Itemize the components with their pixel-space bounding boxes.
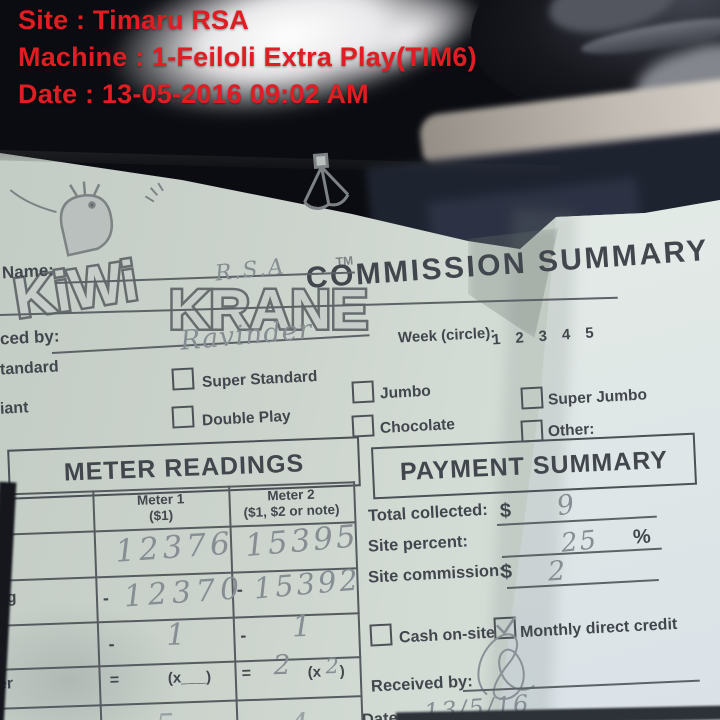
logo-word-1: KiWi — [10, 248, 142, 330]
payment-summary-header: PAYMENT SUMMARY — [399, 445, 669, 486]
result-op-meter1: = — [109, 671, 120, 689]
table-border — [0, 695, 363, 711]
total-collected-currency: $ — [499, 499, 512, 523]
meter2-column-header: Meter 2 ($1, $2 or note) — [228, 485, 354, 521]
partial-bottom-meter1: 5 — [155, 708, 175, 720]
kiwi-bird-icon — [9, 181, 113, 257]
signature-scribble — [477, 633, 535, 700]
checkbox-chocolate — [351, 414, 375, 438]
overlay-machine-text: Machine : 1-Feiloli Extra Play(TIM6) — [18, 42, 477, 72]
week-option-3: 3 — [538, 327, 548, 346]
week-option-4: 4 — [561, 326, 571, 344]
serviced-by-label: ced by: — [0, 326, 60, 349]
current-reading-meter1: 12376 — [114, 525, 235, 570]
adjust-op-meter2: - — [239, 625, 247, 646]
result-value-meter2: 2 — [272, 649, 292, 682]
previous-op-meter1: - — [102, 587, 110, 609]
previous-reading-meter1: 12370 — [122, 571, 246, 615]
week-option-2: 2 — [514, 329, 525, 347]
week-option-1: 1 — [491, 330, 502, 349]
site-commission-currency: $ — [500, 560, 513, 584]
overlay-site-text: Site : Timaru RSA — [18, 5, 249, 35]
checkbox-monthly-direct-credit — [493, 615, 517, 640]
overlay-date-text: Date : 13-05-2016 09:02 AM — [18, 79, 369, 109]
result-mult-close-meter2: ) — [339, 662, 345, 680]
checkbox-jumbo — [351, 380, 375, 404]
result-mult-meter1: (x___) — [167, 668, 212, 687]
result-op-meter2: = — [241, 665, 252, 683]
label-jumbo: Jumbo — [379, 382, 432, 403]
week-option-5: 5 — [584, 324, 595, 343]
site-commission-value: 2 — [546, 555, 567, 588]
site-percent-unit: % — [632, 525, 652, 549]
machine-type-cut-label-standard: tandard — [0, 358, 60, 379]
meter-readings-table: Meter 1 ($1) Meter 2 ($1, $2 or note) 12… — [0, 481, 365, 720]
result-mult-open-meter2: (x — [307, 663, 322, 682]
checkbox-super-standard — [171, 367, 195, 391]
result-mult-value-meter2: 2 — [325, 653, 340, 679]
adjust-op-meter1: - — [108, 633, 115, 654]
previous-reading-meter2: 15392 — [252, 562, 363, 606]
name-label: Name: — [1, 260, 55, 283]
meter2-subtitle: ($1, $2 or note) — [243, 501, 340, 521]
partial-bottom-meter2: 4 — [289, 707, 309, 720]
logo-tm: TM — [335, 253, 353, 268]
meter1-subtitle: ($1) — [148, 507, 174, 524]
checkbox-super-jumbo — [520, 386, 544, 410]
checkbox-double-play — [171, 405, 195, 429]
previous-op-meter2: - — [236, 579, 244, 600]
meter-readings-header: METER READINGS — [63, 448, 305, 487]
checkbox-cash-on-site — [369, 623, 393, 647]
machine-type-cut-label-giant: iant — [0, 399, 29, 418]
adjust-meter2: 1 — [291, 608, 312, 645]
adjust-meter1: 1 — [165, 617, 186, 653]
crane-claw-icon — [144, 152, 350, 210]
meter1-column-header: Meter 1 ($1) — [92, 490, 229, 527]
